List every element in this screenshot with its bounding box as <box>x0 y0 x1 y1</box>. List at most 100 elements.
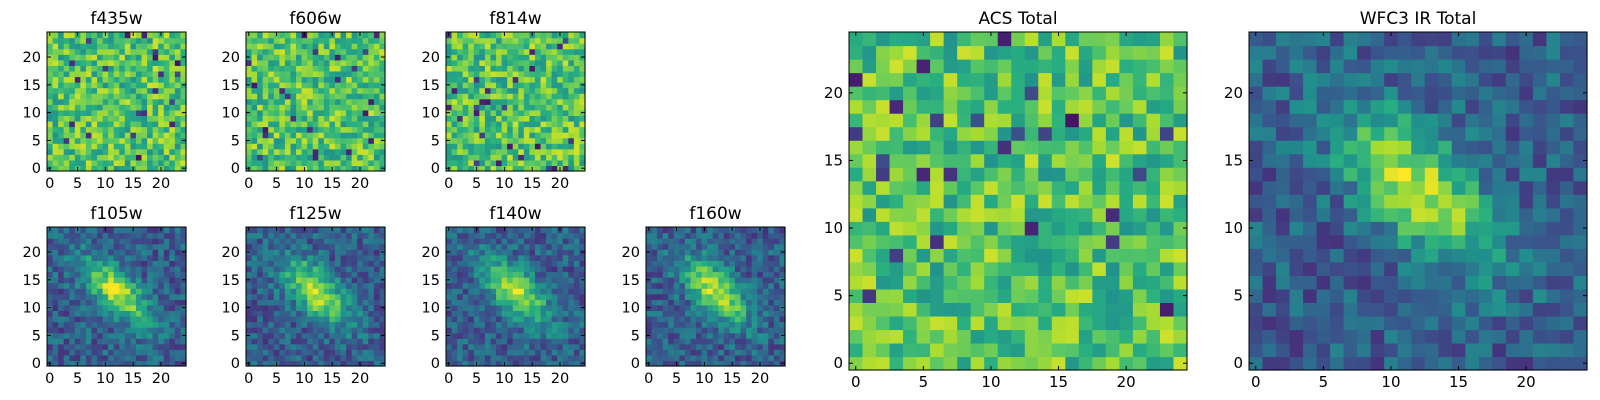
heatmap-cell <box>501 260 508 267</box>
heatmap-cell <box>63 154 70 161</box>
heatmap-cell <box>163 137 170 144</box>
heatmap-cell <box>340 104 347 111</box>
heatmap-cell <box>163 154 170 161</box>
heatmap-cell <box>63 87 70 94</box>
heatmap-cell <box>651 338 658 345</box>
heatmap-cell <box>1024 261 1039 276</box>
heatmap-cell <box>119 32 126 39</box>
heatmap-cell <box>284 148 292 155</box>
heatmap-cell <box>268 254 275 261</box>
heatmap-cell <box>119 338 126 345</box>
heatmap-cell <box>490 115 497 122</box>
heatmap-cell <box>124 238 131 245</box>
heatmap-cell <box>473 282 480 289</box>
heatmap-cell <box>562 238 569 245</box>
heatmap-cell <box>579 120 586 128</box>
heatmap-cell <box>446 260 453 267</box>
heatmap-cell <box>357 154 364 161</box>
heatmap-cell <box>507 315 514 323</box>
heatmap-cell <box>718 260 725 267</box>
heatmap-cell <box>1038 180 1053 195</box>
heatmap-cell <box>152 82 159 89</box>
heatmap-cell <box>340 360 347 367</box>
heatmap-cell <box>573 254 581 261</box>
heatmap-cell <box>1159 356 1175 371</box>
heatmap-cell <box>47 65 54 72</box>
heatmap-cell <box>529 159 536 167</box>
heatmap-cell <box>257 282 264 289</box>
heatmap-cell <box>334 37 342 44</box>
heatmap-cell <box>473 249 480 256</box>
heatmap-cell <box>323 343 330 350</box>
heatmap-cell <box>268 104 275 111</box>
heatmap-cell <box>334 315 342 323</box>
heatmap-cell <box>540 299 547 306</box>
heatmap-cell <box>557 48 564 55</box>
heatmap-cell <box>673 315 680 323</box>
heatmap-cell <box>984 207 999 222</box>
heatmap-cell <box>307 159 314 167</box>
heatmap-cell <box>496 293 503 300</box>
heatmap-cell <box>468 349 475 356</box>
heatmap-cell <box>573 148 581 155</box>
heatmap-cell <box>318 288 325 295</box>
heatmap-cell <box>124 48 131 55</box>
heatmap-cell <box>501 265 508 273</box>
heatmap-cell <box>284 120 292 128</box>
heatmap-cell <box>473 299 480 306</box>
heatmap-cell <box>307 59 314 66</box>
heatmap-cell <box>251 315 258 323</box>
heatmap-cell <box>373 310 381 317</box>
heatmap-cell <box>58 54 65 61</box>
heatmap-cell <box>562 87 569 94</box>
heatmap-cell <box>540 249 547 256</box>
heatmap-cell <box>307 143 314 150</box>
heatmap-cell <box>135 238 143 245</box>
heatmap-cell <box>690 271 697 278</box>
heatmap-cell <box>180 126 187 133</box>
heatmap-cell <box>662 265 669 273</box>
heatmap-cell <box>97 227 104 234</box>
heatmap-cell <box>268 126 275 133</box>
heatmap-cell <box>740 227 747 234</box>
heatmap-cell <box>124 65 131 72</box>
heatmap-cell <box>579 260 586 267</box>
heatmap-cell <box>284 126 292 133</box>
heatmap-cell <box>529 332 536 339</box>
heatmap-cell <box>268 265 275 273</box>
heatmap-cell <box>102 354 109 362</box>
heatmap-cell <box>496 315 503 323</box>
heatmap-cell <box>1146 167 1161 182</box>
heatmap-cell <box>307 232 314 239</box>
heatmap-cell <box>373 115 381 122</box>
heatmap-cell <box>957 288 972 303</box>
heatmap-cell <box>529 354 536 362</box>
heatmap-cell <box>468 154 475 161</box>
heatmap-cell <box>373 65 381 72</box>
heatmap-cell <box>484 310 492 317</box>
heatmap-cell <box>1119 194 1134 209</box>
heatmap-cell <box>734 310 742 317</box>
heatmap-cell <box>957 275 972 290</box>
heatmap-cell <box>696 260 703 267</box>
heatmap-cell <box>169 299 176 306</box>
heatmap-cell <box>91 271 98 278</box>
heatmap-cell <box>557 115 564 122</box>
heatmap-cell <box>534 59 542 66</box>
heatmap-cell <box>1051 315 1066 331</box>
heatmap-cell <box>943 248 958 263</box>
heatmap-cell <box>357 243 364 250</box>
x-tick-label: 10 <box>695 371 713 387</box>
heatmap-cell <box>312 120 319 128</box>
heatmap-cell <box>1078 194 1093 209</box>
heatmap-cell <box>74 82 81 89</box>
heatmap-cell <box>329 232 336 239</box>
heatmap-cell <box>174 115 182 122</box>
heatmap-cell <box>446 310 453 317</box>
heatmap-cell <box>889 221 904 236</box>
heatmap-cell <box>651 282 658 289</box>
heatmap-cell <box>279 304 286 311</box>
heatmap-cell <box>1038 207 1053 222</box>
heatmap-cell <box>507 277 514 284</box>
heatmap-cell <box>307 43 314 50</box>
